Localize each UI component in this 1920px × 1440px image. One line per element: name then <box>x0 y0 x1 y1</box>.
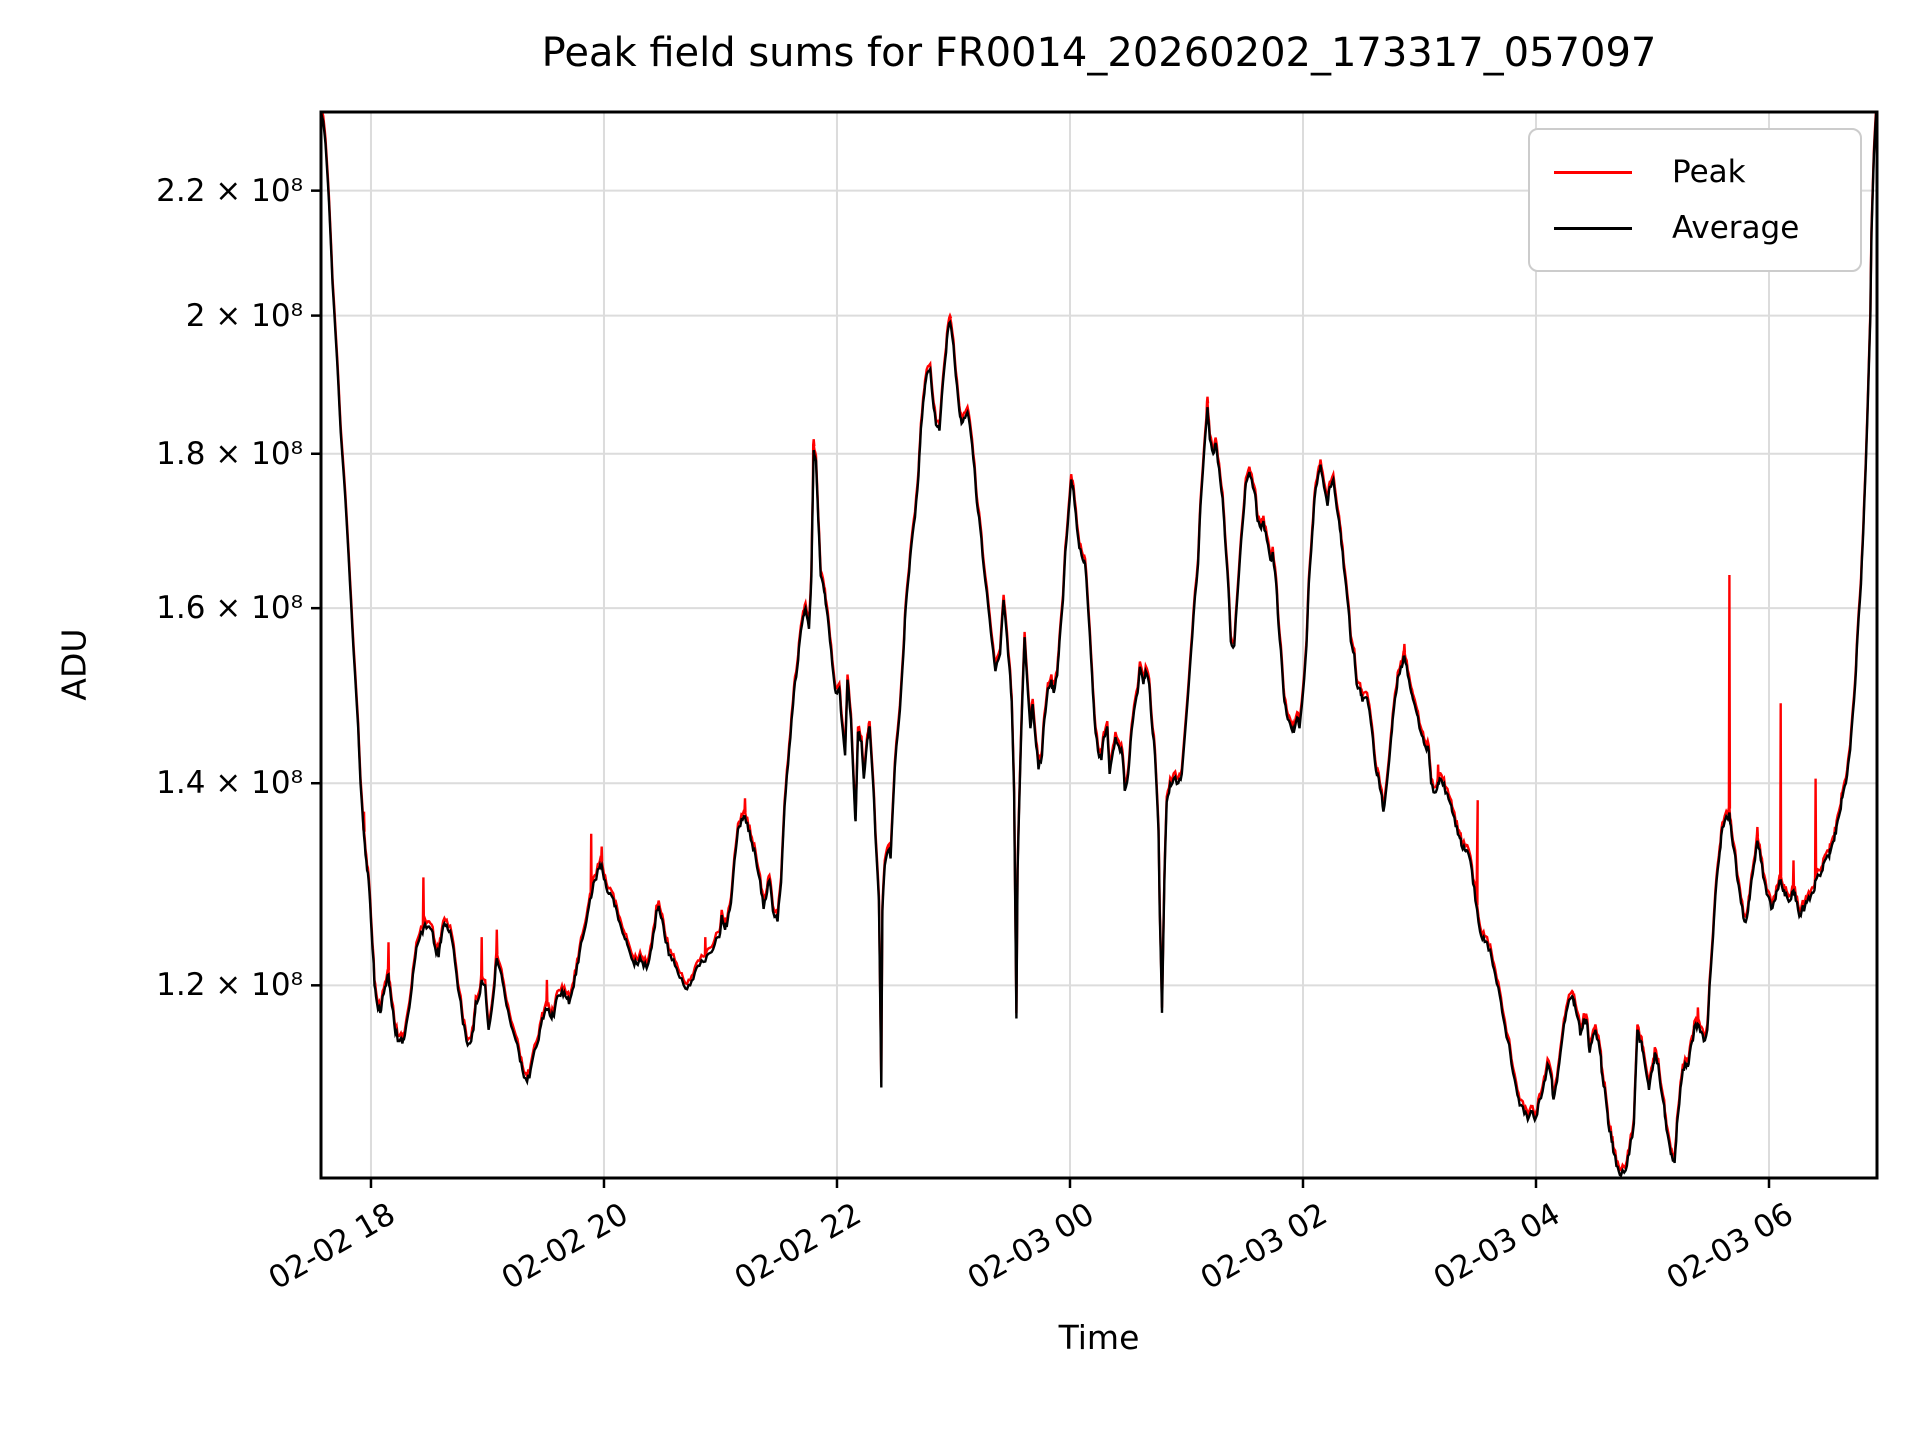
legend-label-average: Average <box>1672 210 1800 246</box>
y-tick-label: 2.2 × 10⁸ <box>156 172 303 209</box>
y-tick-label: 2 × 10⁸ <box>185 297 303 334</box>
x-axis-label: Time <box>1058 1318 1140 1357</box>
average-line-swatch <box>1554 226 1632 230</box>
y-tick-label: 1.6 × 10⁸ <box>156 590 303 627</box>
legend: Peak Average <box>1528 128 1862 272</box>
y-tick-label: 1.4 × 10⁸ <box>156 765 303 802</box>
legend-row-peak: Peak <box>1530 144 1860 200</box>
legend-row-average: Average <box>1530 200 1860 256</box>
peak-line-swatch <box>1554 170 1632 174</box>
y-tick-label: 1.8 × 10⁸ <box>156 435 303 472</box>
y-axis-label: ADU <box>54 628 94 701</box>
y-tick-label: 1.2 × 10⁸ <box>156 967 303 1004</box>
plot-border <box>319 110 1879 1180</box>
average-line <box>321 112 1877 1178</box>
legend-label-peak: Peak <box>1672 154 1746 190</box>
chart-title: Peak field sums for FR0014_20260202_1733… <box>541 30 1657 76</box>
